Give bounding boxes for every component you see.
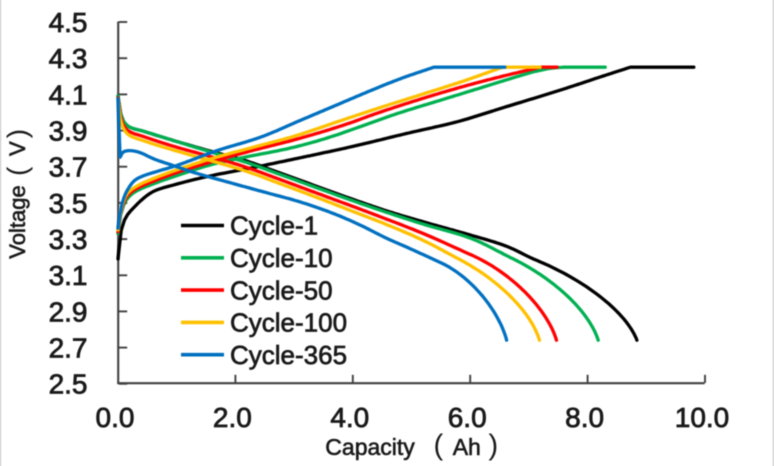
svg-text:0.0: 0.0	[96, 402, 135, 433]
svg-text:4.5: 4.5	[49, 7, 88, 38]
svg-text:3.1: 3.1	[49, 260, 88, 291]
svg-text:Cycle-10: Cycle-10	[230, 243, 333, 273]
svg-text:3.5: 3.5	[49, 188, 88, 219]
svg-text:Cycle-100: Cycle-100	[230, 308, 347, 338]
svg-text:8.0: 8.0	[565, 402, 604, 433]
svg-text:): )	[489, 430, 499, 462]
svg-text:3.7: 3.7	[49, 152, 88, 183]
svg-text:(: (	[434, 430, 444, 462]
svg-text:2.5: 2.5	[49, 369, 88, 400]
svg-text:Cycle-365: Cycle-365	[230, 340, 347, 370]
svg-text:Ah: Ah	[453, 434, 481, 460]
svg-text:4.0: 4.0	[330, 402, 369, 433]
svg-text:6.0: 6.0	[448, 402, 487, 433]
svg-text:Cycle-1: Cycle-1	[230, 211, 318, 241]
svg-text:3.3: 3.3	[49, 224, 88, 255]
svg-text:10.0: 10.0	[675, 402, 730, 433]
svg-text:(: (	[2, 166, 33, 176]
svg-text:4.1: 4.1	[49, 79, 88, 110]
svg-text:3.9: 3.9	[49, 115, 88, 146]
svg-text:Voltage: Voltage	[5, 185, 30, 258]
svg-text:Capacity: Capacity	[325, 434, 415, 460]
svg-text:V: V	[5, 141, 30, 156]
svg-text:Cycle-50: Cycle-50	[230, 275, 333, 305]
svg-text:4.3: 4.3	[49, 43, 88, 74]
svg-text:2.9: 2.9	[49, 296, 88, 327]
svg-text:): )	[2, 129, 33, 138]
svg-text:2.7: 2.7	[49, 333, 88, 364]
svg-text:2.0: 2.0	[213, 402, 252, 433]
